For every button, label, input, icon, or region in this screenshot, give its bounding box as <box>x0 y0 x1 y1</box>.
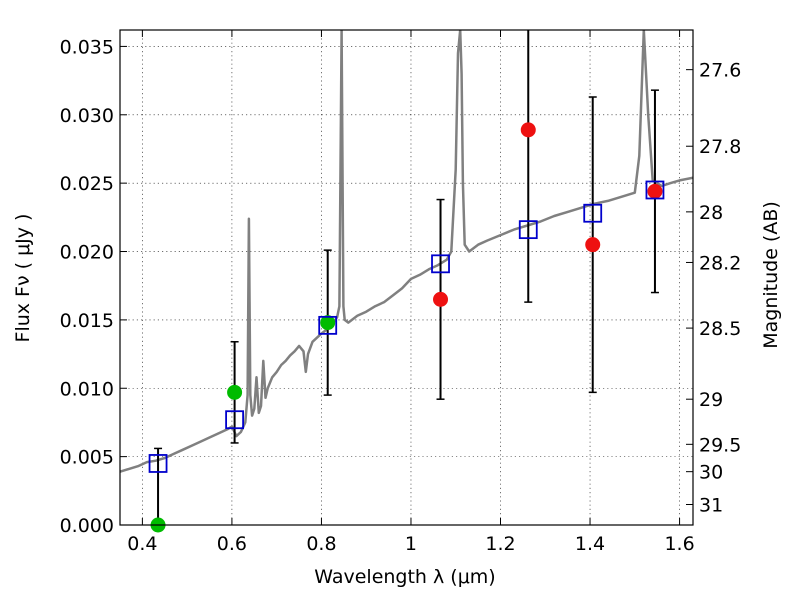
model-photometry-point <box>645 180 665 200</box>
x-axis-title: Wavelength λ (μm) <box>314 566 495 588</box>
y-tick-label: 0.035 <box>60 36 114 58</box>
y-tick-label: 0.030 <box>60 105 114 127</box>
y-tick-label: 0.005 <box>60 447 114 469</box>
right-tick-label: 28.2 <box>699 252 741 274</box>
right-tick-label: 29.5 <box>699 434 741 456</box>
observed-point <box>585 237 601 253</box>
observed-point <box>227 384 243 400</box>
plot-frame <box>119 29 694 526</box>
x-tick-label: 1.6 <box>664 533 694 555</box>
right-axis-ticks: 27.6 27.8 28 28.2 28.5 29 29.5 30 31 <box>686 60 741 516</box>
observed-point <box>520 122 536 138</box>
y-tick-label: 0.015 <box>60 310 114 332</box>
right-tick-label: 28 <box>699 202 723 224</box>
x-tick-label: 0.4 <box>127 533 157 555</box>
y-tick-label: 0.010 <box>60 378 114 400</box>
x-axis-ticks: 0.4 0.6 0.8 1 1.2 1.4 1.6 <box>127 30 695 555</box>
model-sed-series <box>120 30 693 473</box>
right-tick-label: 27.8 <box>699 136 741 158</box>
model-photometry-point <box>583 203 603 223</box>
x-tick-label: 1.4 <box>575 533 605 555</box>
model-photometry-point <box>518 220 538 240</box>
y-tick-label: 0.000 <box>60 515 114 537</box>
error-bars <box>154 30 659 525</box>
right-tick-label: 27.6 <box>699 60 741 82</box>
right-tick-label: 29 <box>699 389 723 411</box>
observed-points <box>150 122 663 533</box>
right-axis-title: Magnitude (AB) <box>760 201 782 349</box>
model-photometry-point <box>318 315 338 335</box>
x-tick-label: 0.8 <box>306 533 336 555</box>
right-tick-label: 28.5 <box>699 318 741 340</box>
observed-point <box>433 291 449 307</box>
x-tick-label: 1 <box>405 533 417 555</box>
model-photometry-point <box>225 410 245 430</box>
model-photometry-point <box>148 454 168 473</box>
y-tick-label: 0.025 <box>60 173 114 195</box>
x-tick-label: 0.6 <box>217 533 247 555</box>
observed-point <box>320 315 336 331</box>
model-photometry-point <box>431 254 450 274</box>
right-tick-label: 30 <box>699 462 723 484</box>
x-tick-label: 1.2 <box>485 533 515 555</box>
axes <box>119 29 694 526</box>
y-axis-title: Flux Fν ( μJy ) <box>12 214 34 343</box>
grid <box>120 30 693 526</box>
model-photometry-points <box>148 180 665 473</box>
right-tick-label: 31 <box>699 494 723 516</box>
y-axis-ticks: 0.000 0.005 0.010 0.015 0.020 0.025 0.030 0.035 <box>60 36 127 537</box>
y-tick-label: 0.020 <box>60 242 114 264</box>
observed-point <box>647 183 663 199</box>
model-sed-line <box>120 30 693 473</box>
